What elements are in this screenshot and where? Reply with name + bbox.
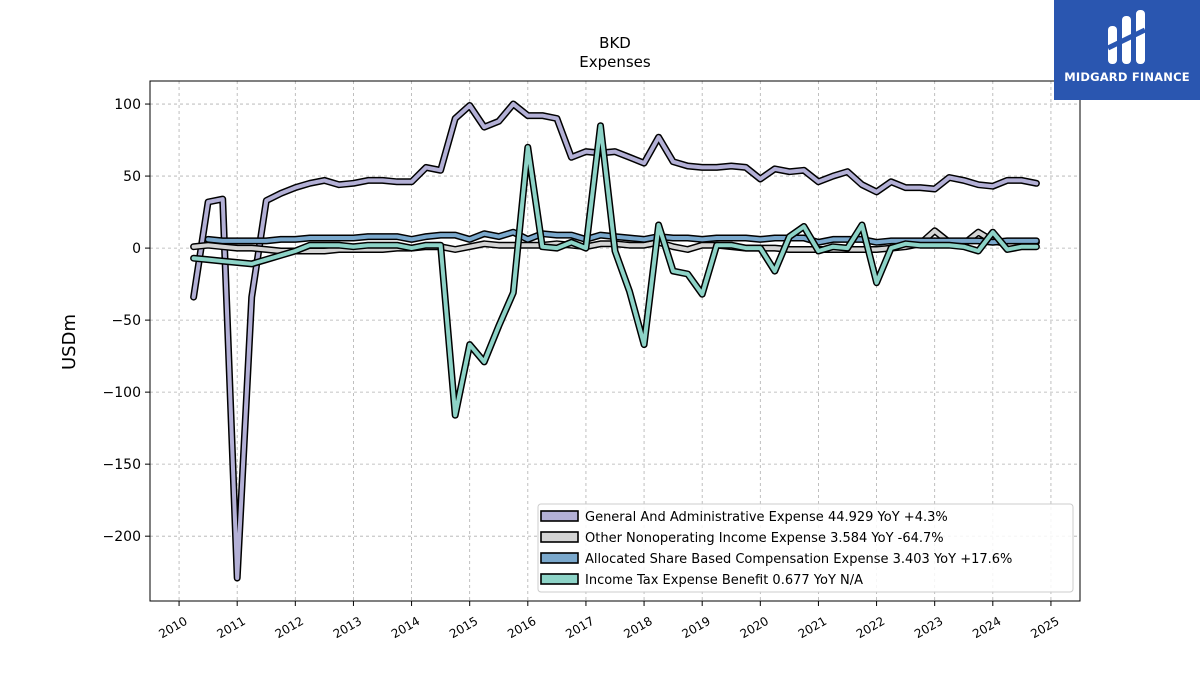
legend-swatch — [540, 510, 579, 522]
legend-box — [537, 503, 1074, 593]
legend-entry: General And Administrative Expense 44.92… — [585, 510, 948, 525]
x-tick-label: 2022 — [854, 614, 887, 641]
x-tick-label: 2019 — [679, 614, 712, 641]
y-tick-label: 0 — [132, 241, 141, 257]
y-tick-label: −50 — [111, 313, 141, 329]
midgard-logo-icon — [1106, 10, 1147, 64]
series-lines — [190, 100, 1040, 582]
x-tick-label: 2016 — [505, 614, 538, 641]
x-tick-label: 2021 — [796, 614, 829, 641]
x-tick-label: 2012 — [273, 614, 306, 641]
x-tick-label: 2015 — [447, 614, 480, 641]
x-tick-label: 2020 — [738, 614, 771, 641]
x-tick-label: 2011 — [214, 614, 247, 641]
y-tick-label: 50 — [123, 169, 141, 185]
series-line-general-and-administrative-expense — [191, 102, 1039, 580]
legend-entry: Income Tax Expense Benefit 0.677 YoY N/A — [585, 573, 863, 588]
x-tick-label: 2014 — [389, 614, 422, 641]
y-tick-label: 100 — [114, 97, 141, 113]
legend-swatch — [540, 531, 579, 543]
x-tick-label: 2010 — [156, 614, 189, 641]
legend-swatch — [540, 552, 579, 564]
x-tick-label: 2013 — [331, 614, 364, 641]
legend-swatch — [540, 573, 579, 585]
x-tick-label: 2017 — [563, 614, 596, 641]
series-line-allocated-share-based-compensation-expense — [206, 230, 1039, 245]
plot-frame — [149, 80, 1081, 602]
series-line-income-tax-expense-benefit — [191, 123, 1039, 418]
legend-entry: Other Nonoperating Income Expense 3.584 … — [585, 531, 944, 546]
chart-title: BKD — [599, 34, 631, 52]
x-axis: 2010 2011 2012 2013 2014 2015 2016 2017 2018 2019… — [156, 601, 1062, 641]
legend: General And Administrative Expense 44.92… — [537, 503, 1074, 593]
y-tick-label: −200 — [103, 529, 141, 545]
x-tick-label: 2024 — [970, 614, 1003, 641]
brand-name: MIDGARD FINANCE — [1064, 70, 1190, 84]
y-axis-label: USDm — [59, 314, 80, 370]
x-tick-label: 2025 — [1028, 614, 1061, 641]
x-tick-label: 2023 — [912, 614, 945, 641]
y-tick-label: −150 — [103, 457, 141, 473]
x-tick-label: 2018 — [621, 614, 654, 641]
y-axis: 100 50 0 −50 −100 −150 −200 — [103, 97, 150, 545]
y-tick-label: −100 — [103, 385, 141, 401]
chart-subtitle: Expenses — [579, 53, 651, 71]
series-outline-income-tax-expense-benefit — [190, 122, 1040, 419]
legend-entry: Allocated Share Based Compensation Expen… — [585, 552, 1012, 567]
brand-logo: MIDGARD FINANCE — [1054, 0, 1200, 100]
